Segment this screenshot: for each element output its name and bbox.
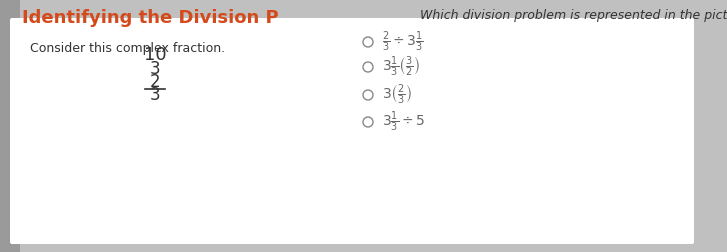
Text: $\frac{2}{3} \div 3\frac{1}{3}$: $\frac{2}{3} \div 3\frac{1}{3}$	[382, 30, 424, 54]
Text: Which division problem is represented in the picture?: Which division problem is represented in…	[420, 9, 727, 22]
Circle shape	[363, 90, 373, 100]
FancyBboxPatch shape	[10, 18, 694, 244]
Text: 10: 10	[144, 46, 166, 64]
Text: Identifying the Division P: Identifying the Division P	[22, 9, 278, 27]
Text: 2: 2	[150, 73, 161, 91]
Circle shape	[363, 62, 373, 72]
Text: $3\frac{1}{3} \div 5$: $3\frac{1}{3} \div 5$	[382, 110, 425, 134]
Text: $3\left(\frac{2}{3}\right)$: $3\left(\frac{2}{3}\right)$	[382, 83, 412, 107]
Circle shape	[363, 37, 373, 47]
Text: Consider this complex fraction.: Consider this complex fraction.	[30, 42, 225, 55]
Circle shape	[363, 117, 373, 127]
Text: 3: 3	[150, 86, 161, 104]
Text: $3\frac{1}{3}\left(\frac{3}{2}\right)$: $3\frac{1}{3}\left(\frac{3}{2}\right)$	[382, 55, 420, 79]
Text: 3: 3	[150, 60, 161, 78]
Bar	[0, 0, 20, 252]
